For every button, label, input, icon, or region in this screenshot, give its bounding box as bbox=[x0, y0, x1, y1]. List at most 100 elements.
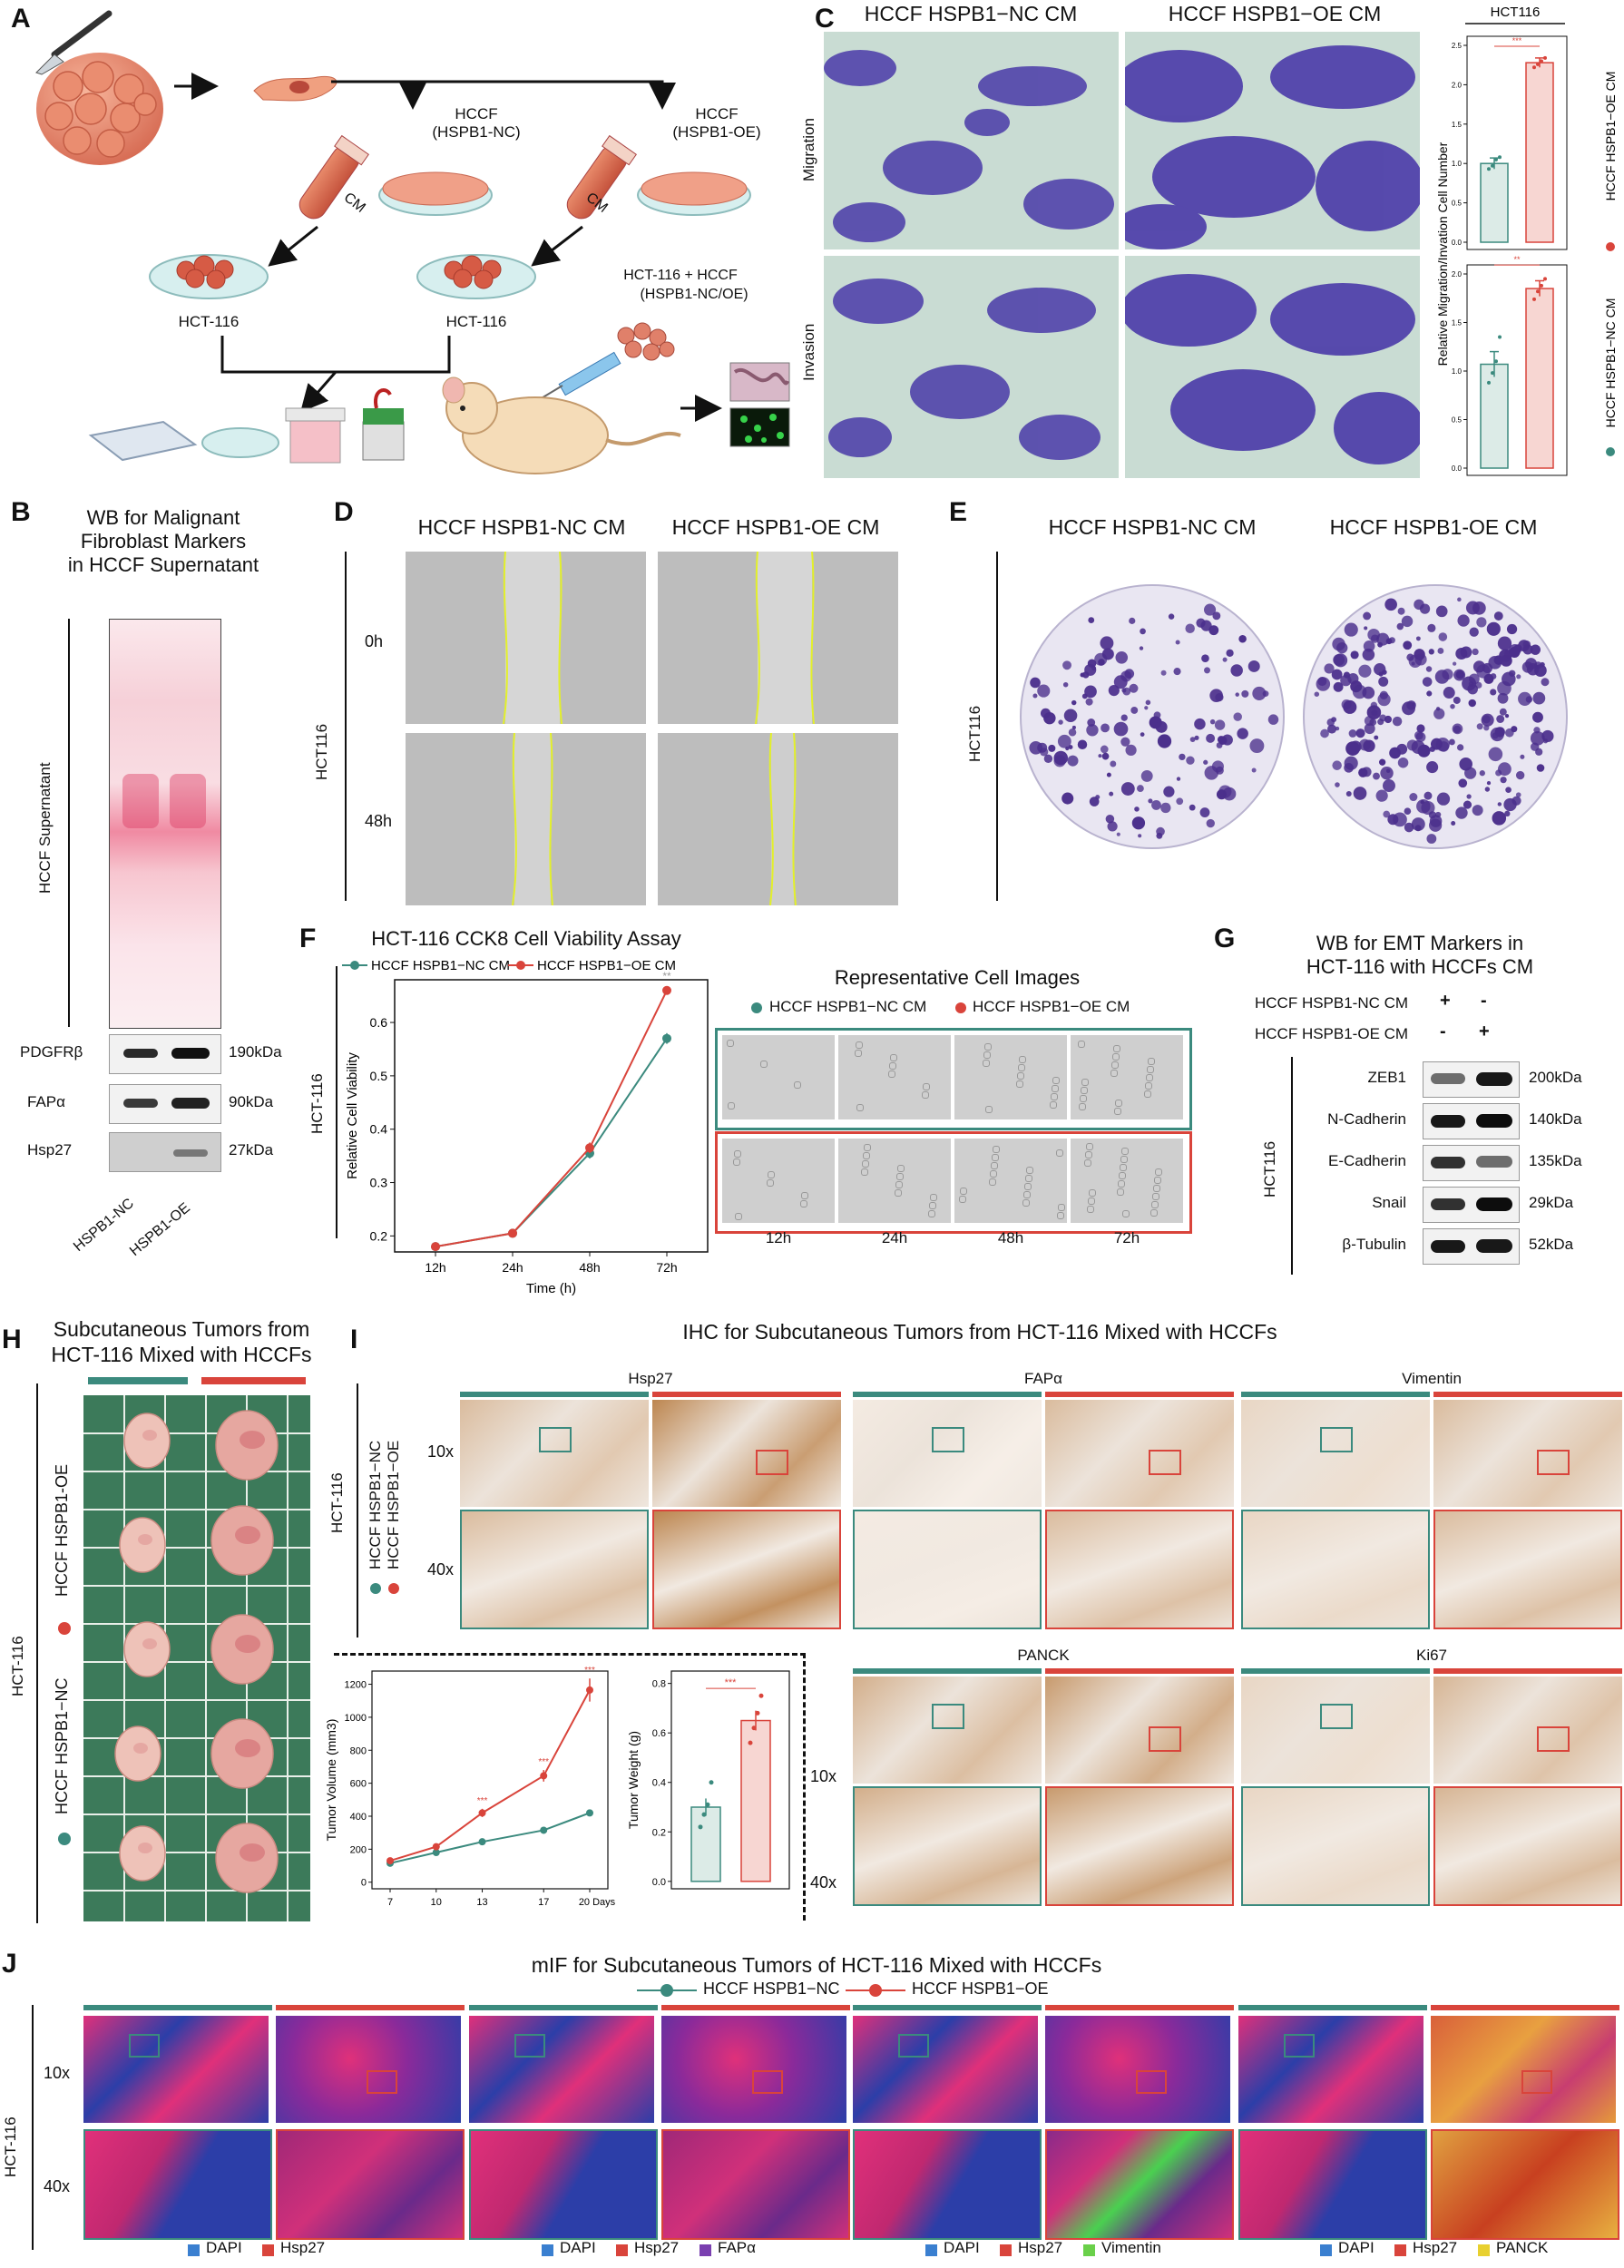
colony bbox=[1530, 742, 1540, 751]
rep-oe-image-4 bbox=[1070, 1138, 1184, 1224]
colony bbox=[1515, 792, 1521, 797]
f-ytick-label: 0.5 bbox=[370, 1069, 388, 1083]
if-thumb-icon bbox=[729, 407, 790, 447]
f-ytick-label: 0.3 bbox=[370, 1176, 388, 1190]
rep-time-12h: 12h bbox=[765, 1229, 792, 1246]
f-point bbox=[585, 1143, 594, 1153]
hccf-oe-label: HCCF bbox=[695, 105, 739, 122]
mif-bar-oe bbox=[661, 2005, 850, 2010]
rep-oe-image-1 bbox=[721, 1138, 836, 1224]
colony bbox=[1370, 701, 1378, 709]
colony bbox=[1251, 767, 1257, 773]
rep-time-72h: 72h bbox=[1113, 1229, 1140, 1246]
hccf-nc-dish-icon bbox=[378, 171, 493, 216]
colony bbox=[1377, 641, 1383, 648]
i-mag-40x-top: 40x bbox=[427, 1560, 455, 1579]
f-point bbox=[508, 1228, 517, 1238]
mif-nc-10x-image-4 bbox=[1238, 2016, 1423, 2123]
colony bbox=[1436, 792, 1451, 806]
c-point bbox=[1540, 59, 1543, 64]
colony bbox=[1199, 807, 1210, 817]
rep-nc-image-4 bbox=[1070, 1034, 1184, 1120]
c-point bbox=[1532, 297, 1536, 301]
hccf-nc-sublabel: (HSPB1-NC) bbox=[432, 123, 521, 141]
tumor-highlight bbox=[138, 1843, 152, 1853]
colony bbox=[1057, 734, 1071, 748]
panel-b-title-2: Fibroblast Markers bbox=[80, 530, 247, 552]
panel-e-col1: HCCF HSPB1-NC CM bbox=[1048, 515, 1257, 539]
mif-legend-swatch bbox=[616, 2244, 628, 2256]
f-xtick-label: 12h bbox=[425, 1260, 445, 1275]
f-legend-oe-dot bbox=[516, 961, 525, 970]
cond2-label: HCCF HSPB1-OE CM bbox=[1255, 1025, 1409, 1042]
ihc-bar-oe bbox=[1433, 1668, 1622, 1674]
colony bbox=[1062, 660, 1071, 670]
colony bbox=[1335, 782, 1340, 787]
g-blot-5 bbox=[1423, 1228, 1520, 1265]
c-sig-label: *** bbox=[1512, 36, 1522, 45]
colony bbox=[1226, 649, 1234, 657]
colony bbox=[1495, 769, 1502, 777]
colony bbox=[1504, 714, 1510, 719]
ihc-10x-oe bbox=[652, 1400, 841, 1507]
colony bbox=[1100, 745, 1109, 754]
c-point bbox=[1498, 155, 1502, 160]
mif-nc-40x-image-2 bbox=[469, 2129, 658, 2240]
colony bbox=[1503, 797, 1517, 812]
g-kda-2: 140kDa bbox=[1529, 1110, 1582, 1128]
colony bbox=[1472, 601, 1486, 615]
tv-ytick-label: 400 bbox=[350, 1812, 367, 1823]
colony bbox=[1053, 755, 1066, 767]
colony bbox=[1379, 758, 1386, 766]
colony bbox=[1101, 723, 1110, 733]
colony bbox=[1358, 738, 1371, 751]
colony bbox=[1144, 706, 1149, 710]
mif-oe-40x-image-3 bbox=[1045, 2129, 1234, 2240]
c-legend-nc-dot bbox=[1606, 447, 1615, 456]
panel-h-legend-nc: HCCF HSPB1−NC bbox=[53, 1677, 71, 1814]
colony bbox=[1043, 754, 1053, 764]
mif-nc-40x-image-3 bbox=[853, 2129, 1042, 2240]
panel-b-bracket bbox=[68, 619, 70, 1027]
colony bbox=[1176, 797, 1184, 806]
c-ytick-label: 1.0 bbox=[1452, 367, 1463, 376]
tw-bar bbox=[740, 1719, 771, 1882]
mif-legend-label: DAPI bbox=[1338, 2239, 1375, 2256]
colony bbox=[1504, 810, 1511, 817]
colony bbox=[1186, 756, 1195, 765]
cond1-lane2: - bbox=[1481, 991, 1487, 1011]
tw-ytick-label: 0.0 bbox=[652, 1877, 666, 1888]
ihc-bar-oe bbox=[652, 1392, 841, 1397]
colony bbox=[1113, 721, 1129, 737]
colony bbox=[1493, 611, 1503, 621]
i-legend-nc-dot bbox=[370, 1583, 381, 1594]
cck8-kit-icon bbox=[362, 388, 405, 461]
tw-point bbox=[709, 1780, 714, 1785]
ihc-10x-oe bbox=[1045, 1677, 1234, 1784]
colony bbox=[1065, 746, 1070, 751]
blot-b-row-1: PDGFRβ bbox=[20, 1043, 83, 1061]
blot-hsp27 bbox=[109, 1132, 221, 1172]
cck8-line-chart: HCCF HSPB1−NC CM HCCF HSPB1−OE CM 0.2 0.3 0.… bbox=[342, 958, 709, 1296]
f-point bbox=[662, 985, 671, 995]
colony bbox=[1157, 734, 1172, 748]
panel-g-title-1: WB for EMT Markers in bbox=[1316, 932, 1524, 954]
colony bbox=[1521, 661, 1534, 673]
colony bbox=[1134, 807, 1140, 812]
c-ytick-label: 2.0 bbox=[1452, 81, 1463, 89]
rep-legend-nc-dot bbox=[751, 1002, 762, 1013]
panel-i-bracket bbox=[357, 1383, 358, 1637]
colony bbox=[1212, 611, 1221, 621]
mif-oe-40x-image-2 bbox=[661, 2129, 850, 2240]
tv-xtick-label: 7 bbox=[387, 1897, 393, 1908]
colony bbox=[1530, 730, 1545, 746]
mif-legend-label: Hsp27 bbox=[1413, 2239, 1458, 2256]
colony bbox=[1463, 800, 1472, 809]
c-ytick-label: 0.0 bbox=[1452, 239, 1463, 247]
colony bbox=[1435, 738, 1450, 752]
colony bbox=[1352, 684, 1367, 699]
colony bbox=[1427, 623, 1436, 632]
colony bbox=[1363, 640, 1375, 652]
colony bbox=[1109, 791, 1114, 797]
g-blot-4 bbox=[1423, 1187, 1520, 1223]
